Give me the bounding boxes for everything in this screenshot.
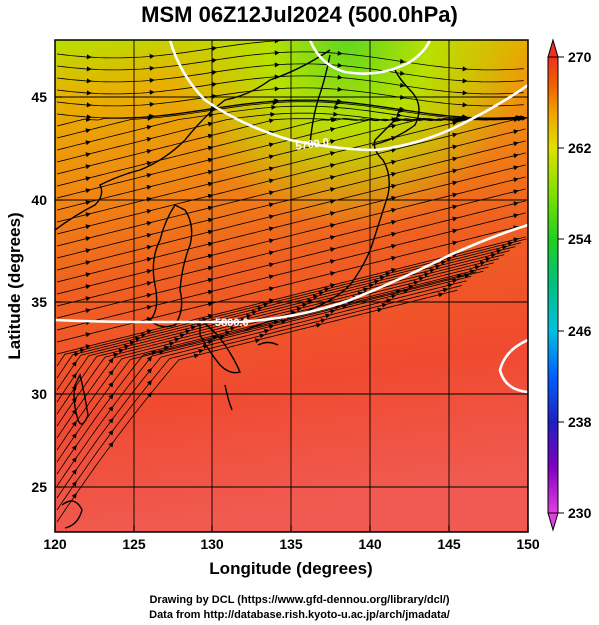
x-tick-label: 130: [200, 536, 224, 552]
streamline: [56, 266, 489, 451]
x-tick-label: 150: [516, 536, 540, 552]
streamline: [56, 254, 505, 415]
graticule: [55, 40, 528, 532]
streamline: [56, 75, 524, 95]
temperature-field: 5700.0 5800.0: [55, 40, 528, 532]
colorbar-tick-label: 238: [568, 414, 592, 430]
map-title: MSM 06Z12Jul2024 (500.0hPa): [141, 2, 458, 27]
y-tick-label: 35: [31, 294, 47, 310]
streamline: [56, 246, 516, 391]
credit-data-source: Data from http://database.rish.kyoto-u.a…: [149, 609, 450, 621]
streamline: [56, 87, 524, 107]
x-tick-label: 140: [358, 536, 382, 552]
x-tick-label: 135: [279, 536, 303, 552]
streamline: [56, 99, 524, 119]
y-tick-label: 45: [31, 89, 47, 105]
y-axis: [55, 96, 62, 488]
colorbar: [547, 38, 564, 532]
colorbar-tick-label: 262: [568, 140, 592, 156]
coastlines: [55, 49, 420, 529]
x-axis: [54, 525, 529, 532]
y-axis-label: Latitude (degrees): [5, 212, 24, 359]
streamline: [56, 51, 524, 71]
streamline: [56, 289, 458, 523]
colorbar-tick-label: 246: [568, 323, 592, 339]
streamline: [56, 101, 522, 139]
y-tick-label: 25: [31, 479, 47, 495]
x-tick-label: 145: [437, 536, 461, 552]
colorbar-tick-label: 254: [568, 231, 592, 247]
y-tick-label: 30: [31, 386, 47, 402]
streamline: [56, 40, 287, 59]
contour-label-5800: 5800.0: [215, 317, 249, 329]
y-tick-label: 40: [31, 192, 47, 208]
credit-dcl: Drawing by DCL (https://www.gfd-dennou.o…: [149, 594, 450, 606]
geopotential-contours: [55, 40, 528, 394]
streamline: [56, 238, 527, 367]
streamline: [56, 258, 499, 427]
streamline: [56, 250, 510, 403]
colorbar-tick-label: 230: [568, 505, 592, 521]
streamline: [56, 270, 484, 463]
x-tick-label: 125: [122, 536, 146, 552]
streamline: [56, 275, 472, 487]
streamline: [56, 63, 524, 83]
x-axis-label: Longitude (degrees): [209, 559, 372, 578]
streamline: [56, 262, 494, 439]
streamline: [56, 271, 477, 475]
streamline: [56, 280, 467, 499]
contour-label-5700: 5700.0: [295, 136, 330, 153]
colorbar-tick-label: 270: [568, 49, 592, 65]
x-tick-label: 120: [43, 536, 67, 552]
